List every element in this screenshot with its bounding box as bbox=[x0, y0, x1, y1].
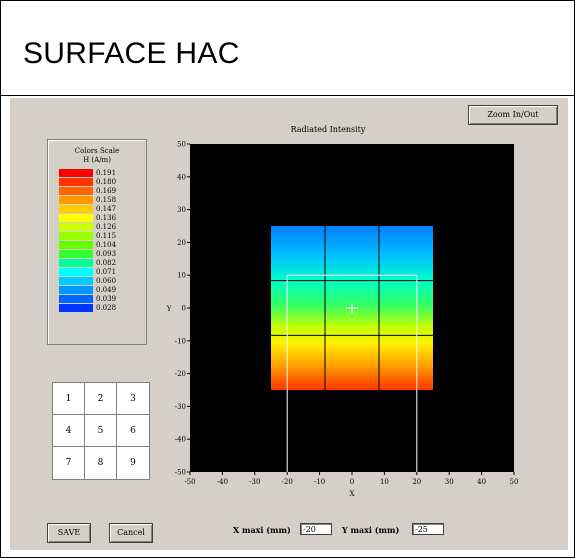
cancel-button-label: Cancel bbox=[117, 528, 145, 537]
x-tick-label: 40 bbox=[477, 478, 486, 486]
color-scale-value: 0.082 bbox=[96, 259, 117, 267]
color-scale-value: 0.071 bbox=[96, 268, 117, 276]
color-swatch bbox=[59, 187, 93, 195]
y-tick-label: -20 bbox=[175, 370, 186, 378]
cancel-button[interactable]: Cancel bbox=[109, 523, 153, 543]
color-scale-value: 0.180 bbox=[96, 178, 117, 186]
x-tick-label: 20 bbox=[412, 478, 421, 486]
x-tick-label: -10 bbox=[314, 478, 325, 486]
x-maxi-label: X maxi (mm) bbox=[233, 525, 291, 535]
color-swatch bbox=[59, 205, 93, 213]
numpad-key-4[interactable]: 4 bbox=[53, 415, 85, 447]
x-axis-label: X bbox=[350, 490, 355, 498]
y-maxi-label: Y maxi (mm) bbox=[342, 525, 400, 535]
main-panel: Zoom In/Out Colors Scale H (A/m) 0.191 0.… bbox=[10, 98, 568, 550]
color-scale-value: 0.060 bbox=[96, 277, 117, 285]
x-tick-label: -40 bbox=[217, 478, 228, 486]
x-tick-label: -20 bbox=[282, 478, 293, 486]
numpad-key-2[interactable]: 2 bbox=[85, 383, 117, 415]
chart-title: Radiated Intensity bbox=[290, 125, 366, 134]
save-button-label: SAVE bbox=[57, 528, 81, 537]
color-scale-value: 0.169 bbox=[96, 187, 117, 195]
title-bar: SURFACE HAC bbox=[1, 1, 574, 96]
color-swatch bbox=[59, 196, 93, 204]
x-tick-label: -50 bbox=[184, 478, 195, 486]
save-button[interactable]: SAVE bbox=[47, 523, 91, 543]
y-tick-label: 50 bbox=[177, 141, 186, 149]
color-swatch bbox=[59, 241, 93, 249]
y-tick-label: -50 bbox=[175, 469, 186, 477]
color-swatch bbox=[59, 277, 93, 285]
radiated-intensity-chart: -50 -40 -30 -20 -10 0 10 20 30 40 50 50 40 30 20 10 0 -10… bbox=[166, 141, 519, 499]
color-swatch bbox=[59, 214, 93, 222]
zoom-button[interactable]: Zoom In/Out bbox=[468, 105, 558, 125]
color-scale-title: Colors Scale bbox=[74, 147, 120, 155]
color-scale-panel: Colors Scale H (A/m) 0.191 0.180 0.169 0.15… bbox=[47, 139, 147, 345]
y-tick-label: 40 bbox=[177, 173, 186, 181]
y-tick-label: 10 bbox=[177, 272, 186, 280]
page-title: SURFACE HAC bbox=[23, 37, 240, 70]
color-swatch bbox=[59, 178, 93, 186]
numpad-key-8[interactable]: 8 bbox=[85, 447, 117, 479]
x-tick-label: 0 bbox=[350, 478, 354, 486]
numpad-key-1[interactable]: 1 bbox=[53, 383, 85, 415]
x-tick-label: 50 bbox=[510, 478, 519, 486]
color-swatch bbox=[59, 250, 93, 258]
x-tick-label: -30 bbox=[249, 478, 260, 486]
y-axis-label: Y bbox=[166, 305, 172, 313]
color-scale-value: 0.093 bbox=[96, 250, 117, 258]
x-maxi-input[interactable]: -20 bbox=[300, 523, 332, 535]
color-scale-value: 0.028 bbox=[96, 304, 117, 312]
y-maxi-input[interactable]: -25 bbox=[412, 523, 444, 535]
numpad-key-5[interactable]: 5 bbox=[85, 415, 117, 447]
color-swatch bbox=[59, 268, 93, 276]
y-tick-label: -30 bbox=[175, 403, 186, 411]
color-scale-unit: H (A/m) bbox=[83, 156, 111, 164]
x-tick-label: 30 bbox=[445, 478, 454, 486]
color-scale-value: 0.126 bbox=[96, 223, 117, 231]
y-tick-label: 20 bbox=[177, 239, 186, 247]
color-scale-value: 0.158 bbox=[96, 196, 117, 204]
color-swatch bbox=[59, 232, 93, 240]
color-swatch bbox=[59, 295, 93, 303]
color-scale-value: 0.147 bbox=[96, 205, 117, 213]
y-tick-label: 30 bbox=[177, 206, 186, 214]
y-tick-label: -40 bbox=[175, 436, 186, 444]
color-scale-value: 0.191 bbox=[96, 169, 117, 177]
y-tick-label: 0 bbox=[182, 305, 186, 313]
color-scale-value: 0.115 bbox=[96, 232, 117, 240]
color-swatch bbox=[59, 286, 93, 294]
y-tick-label: -10 bbox=[175, 337, 186, 345]
numpad-key-6[interactable]: 6 bbox=[117, 415, 149, 447]
numpad-key-3[interactable]: 3 bbox=[117, 383, 149, 415]
color-scale-value: 0.104 bbox=[96, 241, 117, 249]
x-tick-label: 10 bbox=[380, 478, 389, 486]
color-swatch bbox=[59, 169, 93, 177]
color-scale-value: 0.049 bbox=[96, 286, 117, 294]
color-swatch bbox=[59, 304, 93, 312]
color-swatch bbox=[59, 259, 93, 267]
color-scale-value: 0.039 bbox=[96, 295, 117, 303]
numpad-key-7[interactable]: 7 bbox=[53, 447, 85, 479]
color-swatch bbox=[59, 223, 93, 231]
color-scale-value: 0.136 bbox=[96, 214, 117, 222]
numpad-key-9[interactable]: 9 bbox=[130, 458, 136, 468]
zoom-button-label: Zoom In/Out bbox=[487, 110, 539, 119]
